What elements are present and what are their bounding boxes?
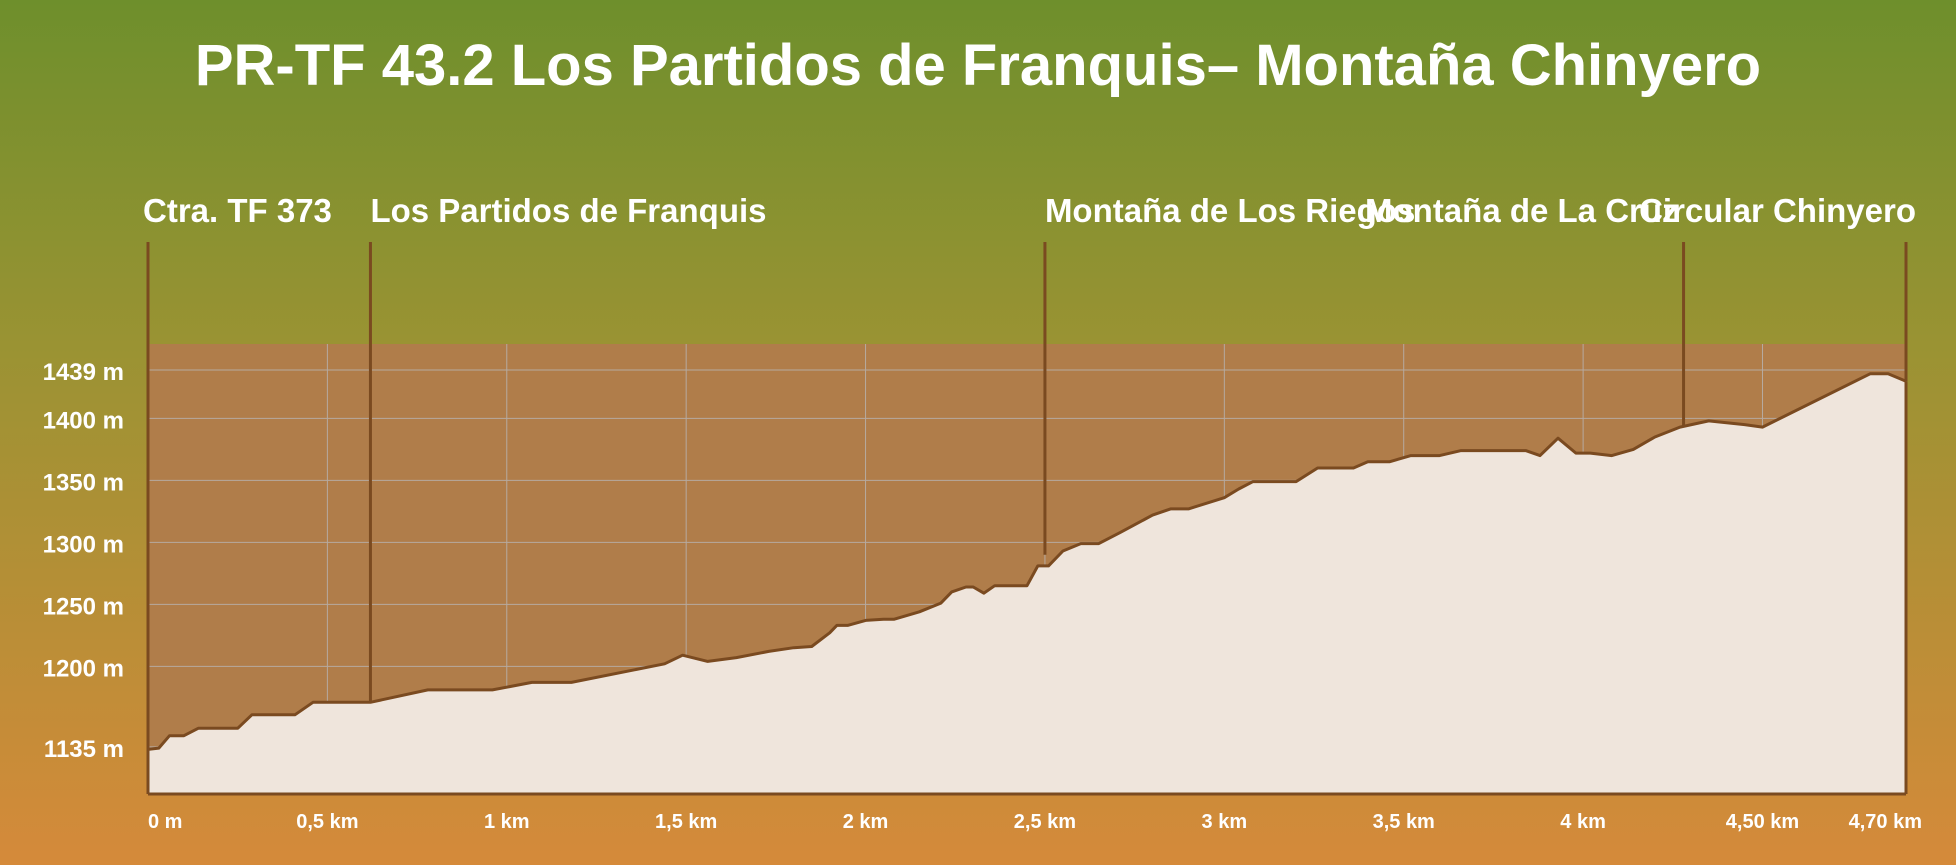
waypoint-label: Circular Chinyero bbox=[1639, 192, 1916, 229]
x-tick-label: 4 km bbox=[1560, 811, 1606, 833]
y-tick-label: 1350 m bbox=[43, 469, 124, 496]
waypoint-label: Montaña de La Cruz bbox=[1365, 192, 1679, 229]
waypoint-label: Montaña de Los Riegos bbox=[1045, 192, 1415, 229]
x-tick-label: 3 km bbox=[1202, 811, 1248, 833]
x-tick-label: 2 km bbox=[843, 811, 889, 833]
x-tick-label: 1 km bbox=[484, 811, 530, 833]
x-tick-label: 2,5 km bbox=[1014, 811, 1076, 833]
y-tick-label: 1400 m bbox=[43, 407, 124, 434]
y-tick-label: 1200 m bbox=[43, 655, 124, 682]
chart-title: PR-TF 43.2 Los Partidos de Franquis– Mon… bbox=[195, 33, 1761, 98]
elevation-profile-line bbox=[147, 372, 1907, 751]
x-tick-label: 0 m bbox=[148, 811, 182, 833]
y-tick-label: 1135 m bbox=[44, 736, 124, 763]
elevation-profile-area bbox=[148, 373, 1906, 794]
x-tick-label: 1,5 km bbox=[655, 811, 717, 833]
waypoint-label: Ctra. TF 373 bbox=[143, 192, 332, 229]
waypoints: Ctra. TF 373 Los Partidos de Franquis Mont… bbox=[143, 192, 1916, 750]
y-tick-label: 1300 m bbox=[43, 531, 124, 558]
x-tick-label: 0,5 km bbox=[296, 811, 358, 833]
y-axis-tick-labels: 1135 m 1200 m 1250 m 1300 m 1350 m 1400 m 1439… bbox=[43, 359, 124, 763]
y-tick-label: 1439 m bbox=[43, 359, 124, 386]
x-tick-label: 4,50 km bbox=[1726, 811, 1799, 833]
waypoint-label: Los Partidos de Franquis bbox=[370, 192, 766, 229]
y-tick-label: 1250 m bbox=[43, 593, 124, 620]
x-tick-label: 3,5 km bbox=[1373, 811, 1435, 833]
x-axis-tick-labels: 0 m 0,5 km 1 km 1,5 km 2 km 2,5 km 3 km 3,5 km 4… bbox=[148, 811, 1922, 833]
x-tick-label: 4,70 km bbox=[1849, 811, 1922, 833]
